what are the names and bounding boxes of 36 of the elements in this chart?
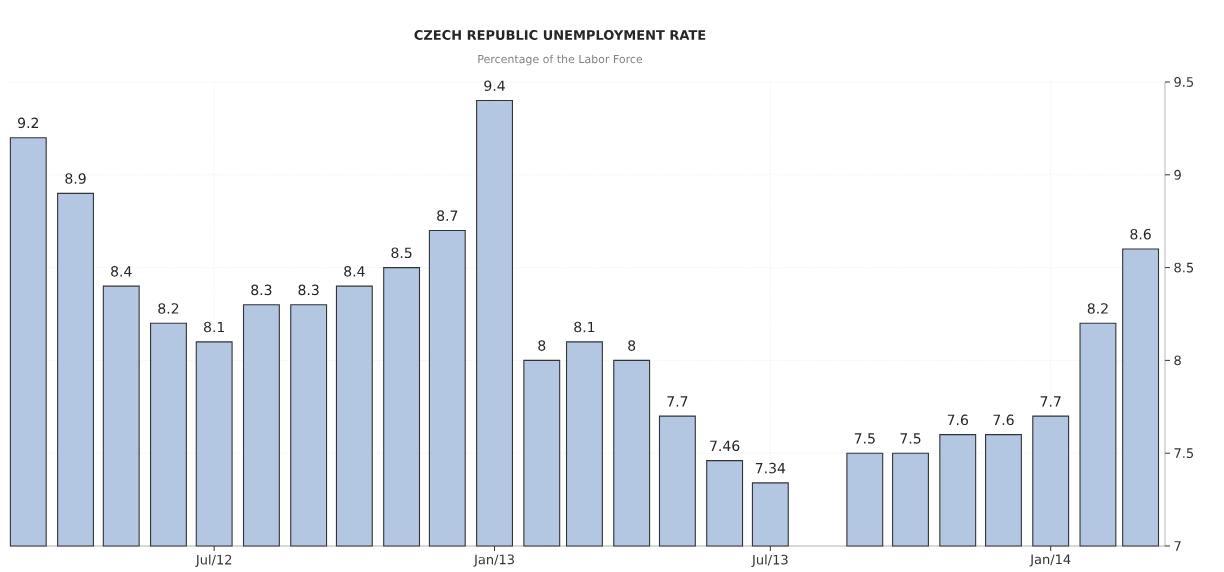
data-label: 8.5	[391, 247, 412, 259]
y-tick-label: 8.5	[1174, 262, 1194, 273]
data-label: 7.5	[854, 433, 875, 444]
chart-subtitle: Percentage of the Labor Force	[478, 54, 643, 66]
data-label: 9.2	[18, 117, 39, 129]
y-tick-label: 7.5	[1174, 448, 1194, 459]
y-tick-label: 9	[1174, 169, 1181, 180]
data-label: 7.7	[667, 396, 688, 407]
data-label: 8.4	[344, 266, 365, 277]
data-label: 7.5	[900, 433, 921, 444]
data-label: 7.6	[993, 414, 1014, 426]
data-label: 8.1	[204, 321, 225, 333]
y-tick-label: 9.5	[1174, 77, 1194, 87]
x-tick-label: Jul/13	[751, 554, 788, 568]
data-label: 8.7	[437, 210, 458, 221]
data-label: 8.3	[251, 284, 272, 296]
data-label: 8	[628, 340, 636, 351]
data-label: 8.4	[111, 266, 132, 277]
data-label: 9.4	[484, 80, 505, 92]
data-label: 8	[538, 340, 546, 351]
data-label: 8.2	[158, 303, 179, 314]
y-tick-label: 8	[1174, 355, 1181, 366]
data-label: 7.46	[710, 440, 740, 452]
data-label: 8.1	[574, 321, 595, 333]
chart-title: CZECH REPUBLIC UNEMPLOYMENT RATE	[414, 30, 706, 40]
x-tick-label: Jul/12	[195, 554, 232, 568]
x-tick-label: Jan/14	[1029, 554, 1071, 567]
data-label: 8.2	[1087, 303, 1108, 314]
y-tick-label: 7	[1174, 541, 1181, 551]
data-label: 8.3	[298, 284, 319, 296]
data-label: 8.9	[65, 173, 86, 184]
x-tick-label: Jan/13	[473, 554, 514, 567]
data-label: 7.7	[1040, 396, 1061, 407]
data-label: 8.6	[1130, 228, 1151, 240]
data-label: 7.6	[947, 414, 968, 426]
data-label: 7.34	[755, 462, 786, 474]
